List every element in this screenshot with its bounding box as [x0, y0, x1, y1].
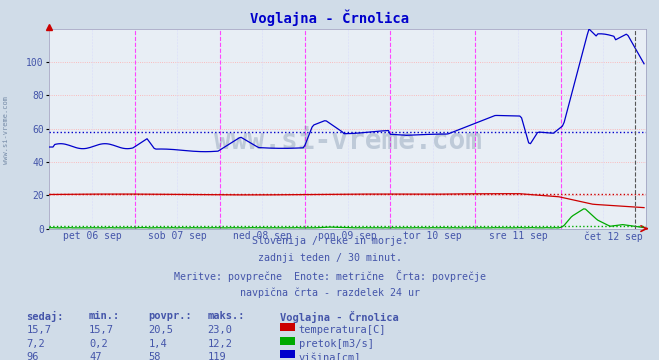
Text: pretok[m3/s]: pretok[m3/s]: [299, 339, 374, 349]
Text: 12,2: 12,2: [208, 339, 233, 349]
Text: navpična črta - razdelek 24 ur: navpična črta - razdelek 24 ur: [239, 288, 420, 298]
Text: 119: 119: [208, 352, 226, 360]
Text: Voglajna - Črnolica: Voglajna - Črnolica: [280, 311, 399, 323]
Text: www.si-vreme.com: www.si-vreme.com: [3, 96, 9, 163]
Text: višina[cm]: višina[cm]: [299, 352, 361, 360]
Text: 0,2: 0,2: [89, 339, 107, 349]
Text: Voglajna - Črnolica: Voglajna - Črnolica: [250, 9, 409, 26]
Text: 1,4: 1,4: [148, 339, 167, 349]
Text: 58: 58: [148, 352, 161, 360]
Text: 15,7: 15,7: [89, 325, 114, 335]
Text: 47: 47: [89, 352, 101, 360]
Text: zadnji teden / 30 minut.: zadnji teden / 30 minut.: [258, 253, 401, 263]
Text: 20,5: 20,5: [148, 325, 173, 335]
Text: www.si-vreme.com: www.si-vreme.com: [214, 127, 482, 155]
Text: 23,0: 23,0: [208, 325, 233, 335]
Text: sedaj:: sedaj:: [26, 311, 64, 323]
Text: 96: 96: [26, 352, 39, 360]
Text: povpr.:: povpr.:: [148, 311, 192, 321]
Text: 7,2: 7,2: [26, 339, 45, 349]
Text: min.:: min.:: [89, 311, 120, 321]
Text: Slovenija / reke in morje.: Slovenija / reke in morje.: [252, 236, 407, 246]
Text: 15,7: 15,7: [26, 325, 51, 335]
Text: temperatura[C]: temperatura[C]: [299, 325, 386, 335]
Text: maks.:: maks.:: [208, 311, 245, 321]
Text: Meritve: povprečne  Enote: metrične  Črta: povprečje: Meritve: povprečne Enote: metrične Črta:…: [173, 270, 486, 282]
